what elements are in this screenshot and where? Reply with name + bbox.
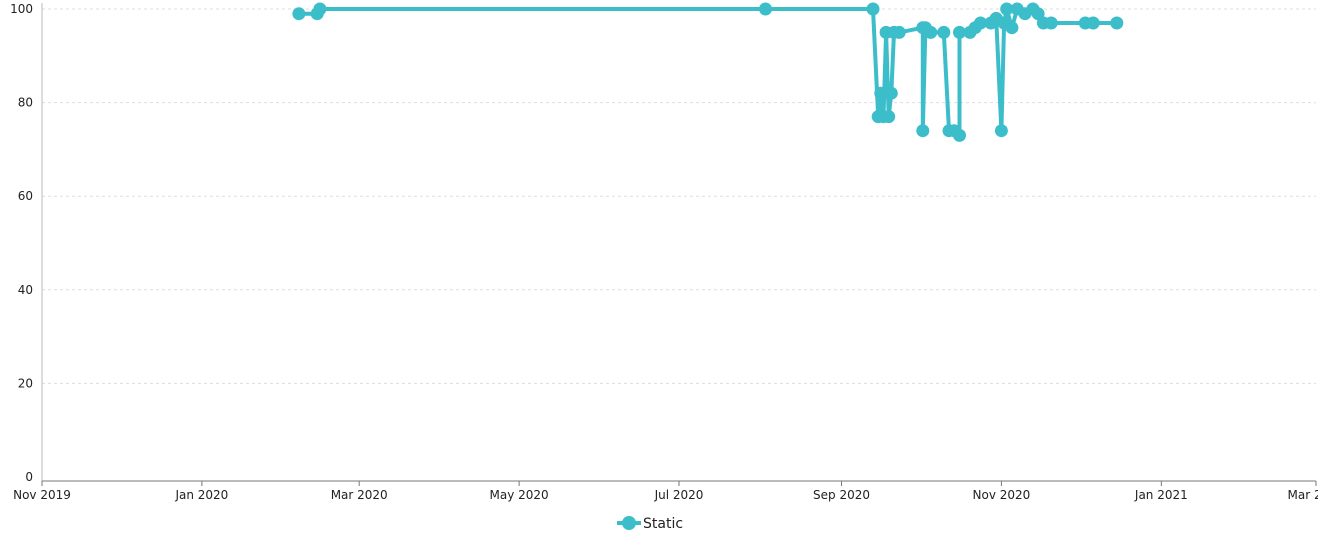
data-point[interactable] bbox=[995, 124, 1008, 137]
y-tick-label: 100 bbox=[10, 2, 33, 16]
data-point[interactable] bbox=[313, 3, 326, 16]
series-layer bbox=[292, 3, 1123, 142]
grid-layer bbox=[42, 9, 1316, 383]
y-tick-label: 0 bbox=[25, 470, 33, 484]
x-tick-label: Jan 2020 bbox=[174, 488, 228, 502]
y-tick-label: 60 bbox=[18, 189, 33, 203]
y-tick-label: 20 bbox=[18, 376, 33, 390]
data-point[interactable] bbox=[924, 26, 937, 39]
data-point[interactable] bbox=[1087, 17, 1100, 30]
x-tick-label: Jan 2021 bbox=[1134, 488, 1188, 502]
x-tick-label: Mar 2020 bbox=[331, 488, 388, 502]
data-point[interactable] bbox=[916, 124, 929, 137]
axes: 0 20 40 60 80 100 Nov 2019 Jan 2020 Mar 2020 May … bbox=[10, 2, 1318, 502]
x-tick-label: Nov 2020 bbox=[973, 488, 1031, 502]
data-point[interactable] bbox=[867, 3, 880, 16]
data-point[interactable] bbox=[885, 87, 898, 100]
x-tick-label: Jul 2020 bbox=[654, 488, 704, 502]
data-point[interactable] bbox=[1045, 17, 1058, 30]
y-tick-label: 80 bbox=[18, 96, 33, 110]
legend-label[interactable]: Static bbox=[643, 516, 683, 532]
x-tick-label: Sep 2020 bbox=[813, 488, 870, 502]
x-tick-label: Mar 2021 bbox=[1288, 488, 1318, 502]
data-point[interactable] bbox=[292, 7, 305, 20]
y-tick-label: 40 bbox=[18, 283, 33, 297]
data-point[interactable] bbox=[1005, 21, 1018, 34]
data-point[interactable] bbox=[953, 129, 966, 142]
data-point[interactable] bbox=[882, 110, 895, 123]
legend[interactable]: Static bbox=[617, 516, 683, 532]
legend-swatch-marker bbox=[622, 516, 636, 530]
data-point[interactable] bbox=[937, 26, 950, 39]
data-point[interactable] bbox=[759, 3, 772, 16]
data-point[interactable] bbox=[893, 26, 906, 39]
x-tick-label: Nov 2019 bbox=[13, 488, 71, 502]
x-tick-label: May 2020 bbox=[490, 488, 549, 502]
data-point[interactable] bbox=[1110, 17, 1123, 30]
